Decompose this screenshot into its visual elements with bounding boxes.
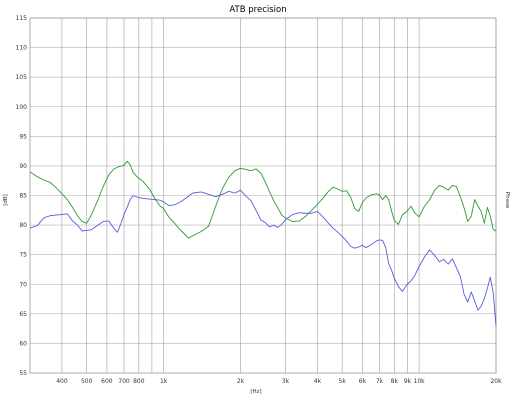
- x-tick-label: 10k: [414, 378, 426, 385]
- y-tick-label: 75: [19, 252, 27, 259]
- x-tick-label: 8k: [391, 378, 399, 385]
- x-tick-label: 2k: [237, 378, 245, 385]
- x-tick-label: 500: [81, 378, 93, 385]
- y-tick-label: 85: [19, 193, 27, 200]
- y-tick-label: 65: [19, 311, 27, 318]
- series-line-2: [29, 189, 497, 327]
- y-tick-label: 110: [16, 45, 28, 52]
- y-tick-label: 100: [16, 104, 28, 111]
- chart-title: ATB precision: [229, 5, 286, 15]
- y-axis-label: [dB]: [3, 194, 9, 206]
- x-tick-label: 700: [118, 378, 130, 385]
- tick-labels: 60 65 70 75 80 85 90 95 100 105 110 115 55 400 500 600 7…: [16, 15, 503, 385]
- y-axis-right-label: Phase: [504, 192, 510, 209]
- y-tick-label: 80: [19, 222, 27, 229]
- x-axis-label: [Hz]: [250, 389, 261, 395]
- x-tick-label: 3k: [282, 378, 290, 385]
- series-line-1: [29, 160, 497, 239]
- y-tick-label: 115: [16, 15, 28, 22]
- y-tick-label: 95: [19, 133, 27, 140]
- plot-frame: [29, 17, 497, 374]
- y-tick-label: 60: [19, 340, 27, 347]
- x-tick-label: 5k: [339, 378, 347, 385]
- y-tick-label: 55: [19, 370, 27, 377]
- y-tick-label: 105: [16, 74, 28, 81]
- x-tick-label: 1k: [160, 378, 168, 385]
- x-tick-label: 9k: [404, 378, 412, 385]
- series-layer: [29, 160, 497, 327]
- x-tick-label: 600: [101, 378, 113, 385]
- x-tick-label: 6k: [359, 378, 367, 385]
- y-tick-label: 70: [19, 281, 27, 288]
- x-tick-label: 7k: [376, 378, 384, 385]
- x-tick-label: 4k: [314, 378, 322, 385]
- x-tick-label: 800: [133, 378, 145, 385]
- x-tick-label: 20k: [490, 378, 502, 385]
- x-tick-label: 400: [56, 378, 68, 385]
- y-tick-label: 90: [19, 163, 27, 170]
